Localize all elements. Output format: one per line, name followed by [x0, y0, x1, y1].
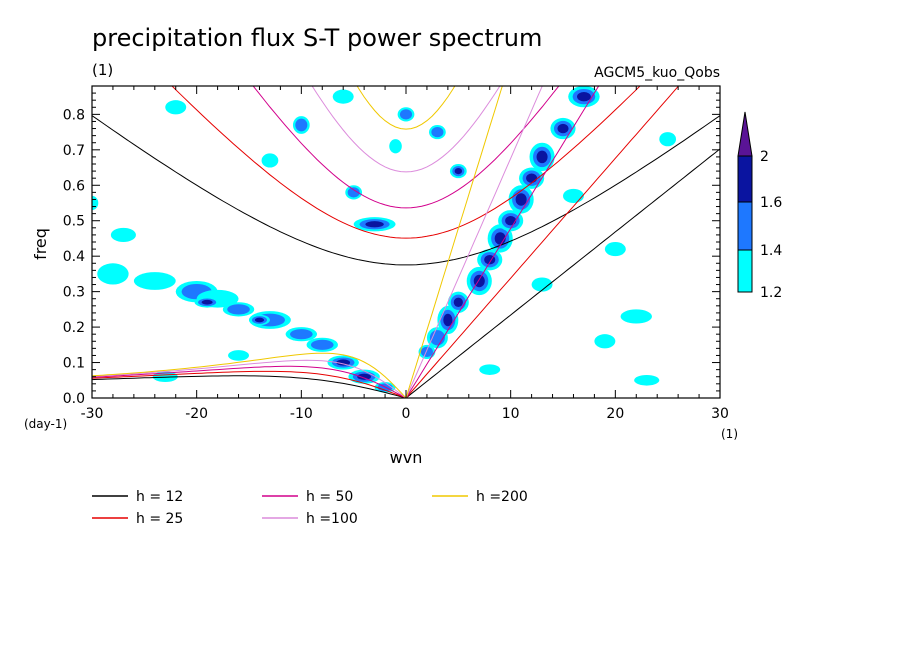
x-tick-label: -10 — [290, 406, 313, 422]
contour-blob — [261, 153, 279, 168]
legend: h = 12 h = 25 h = 50 h =100 h =200 — [92, 489, 528, 527]
contour-blob — [505, 216, 517, 226]
y-tick-label: 0.7 — [63, 143, 85, 159]
kelvin-curve — [405, 148, 720, 398]
contour-blob — [454, 167, 463, 175]
y-tick-label: 0.5 — [63, 214, 85, 230]
contour-blob — [634, 374, 660, 386]
y-tick-label: 0.1 — [63, 356, 85, 372]
contour-blob — [536, 150, 548, 164]
contour-blob — [420, 346, 433, 358]
kelvin-curve — [405, 86, 543, 398]
contour-blob — [133, 272, 176, 290]
y-tick-label: 0.3 — [63, 285, 85, 301]
x-tick-label: 10 — [502, 406, 520, 422]
y-axis-unit: (day-1) — [24, 417, 67, 431]
chart-subtitle-left: (1) — [92, 61, 113, 79]
legend-label: h = 25 — [136, 511, 183, 527]
legend-label: h =200 — [476, 489, 528, 505]
rossby-curve — [92, 359, 407, 398]
colorbar-segment — [737, 155, 753, 203]
colorbar-segment — [737, 201, 753, 251]
y-axis-label: freq — [31, 228, 50, 260]
contour-blob — [110, 227, 136, 242]
colorbar-label: 2 — [760, 149, 769, 165]
rossby-curve — [92, 365, 407, 398]
contour-blob — [357, 373, 372, 380]
contour-blob — [563, 188, 584, 203]
colorbar: 1.2 1.4 1.6 2 — [737, 111, 782, 301]
kelvin-curve — [405, 86, 680, 398]
x-tick-label: 0 — [402, 406, 411, 422]
dispersion-curves — [92, 86, 720, 398]
gravity-curve — [356, 86, 456, 130]
y-tick-label: 0.6 — [63, 178, 85, 194]
contour-blob — [515, 193, 527, 206]
rossby-curve — [92, 352, 407, 398]
x-axis-unit: (1) — [721, 427, 738, 441]
legend-label: h =100 — [306, 511, 358, 527]
gravity-curve — [171, 86, 641, 239]
contour-blob — [201, 299, 213, 305]
contour-blob — [347, 187, 360, 198]
x-tick-label: 20 — [606, 406, 624, 422]
legend-label: h = 12 — [136, 489, 183, 505]
chart-subtitle-right: AGCM5_kuo_Qobs — [594, 65, 720, 81]
contour-blob — [531, 277, 553, 292]
contour-blob — [332, 89, 354, 104]
y-tick-label: 0.4 — [63, 249, 85, 265]
contour-blob — [97, 263, 129, 285]
contour-blob — [604, 242, 626, 257]
colorbar-label: 1.2 — [760, 285, 782, 301]
contour-blob — [310, 339, 334, 350]
plot-frame — [91, 85, 721, 399]
gravity-curve — [252, 86, 560, 209]
spectrum-contours — [92, 86, 677, 393]
contour-blob — [594, 334, 616, 349]
rossby-curve — [92, 375, 407, 398]
colorbar-label: 1.4 — [760, 243, 782, 259]
x-axis-label: wvn — [390, 448, 423, 467]
x-tick-label: -30 — [81, 406, 104, 422]
contour-blob — [227, 304, 250, 315]
contour-blob — [336, 359, 351, 366]
y-axis: 0.0 0.1 0.2 0.3 0.4 0.5 0.6 0.7 0.8 — [63, 92, 720, 407]
colorbar-label: 1.6 — [760, 195, 782, 211]
contour-blob — [443, 313, 453, 327]
kelvin-curve — [405, 86, 600, 398]
colorbar-segment — [737, 249, 753, 293]
x-tick-label: -20 — [185, 406, 208, 422]
x-tick-label: 30 — [711, 406, 729, 422]
contour-blob — [479, 364, 501, 375]
y-tick-label: 0.2 — [63, 320, 85, 336]
contour-blob — [620, 309, 652, 324]
colorbar-arrow — [737, 111, 753, 157]
contour-blob — [165, 100, 187, 115]
contour-blob — [365, 221, 384, 228]
contour-blob — [659, 132, 677, 147]
x-axis: -30 -20 -10 0 10 20 30 — [81, 86, 729, 422]
chart-title: precipitation flux S-T power spectrum — [92, 24, 542, 52]
gravity-curve — [92, 115, 720, 266]
contour-blob — [228, 350, 250, 361]
contour-blob — [577, 91, 591, 102]
contour-blob — [399, 109, 413, 120]
kelvin-curve — [405, 86, 503, 398]
contour-blob — [290, 329, 313, 340]
legend-label: h = 50 — [306, 489, 353, 505]
contour-blob — [431, 126, 444, 138]
contour-blob — [453, 297, 463, 307]
contour-blob — [389, 139, 402, 154]
y-tick-label: 0.8 — [63, 107, 85, 123]
contour-blob — [254, 317, 265, 323]
contour-blob — [295, 118, 308, 132]
y-tick-label: 0.0 — [63, 391, 85, 407]
contour-blob — [557, 123, 569, 134]
contour-blob — [526, 173, 538, 183]
gravity-curve — [311, 86, 501, 173]
rossby-curve — [92, 370, 407, 398]
